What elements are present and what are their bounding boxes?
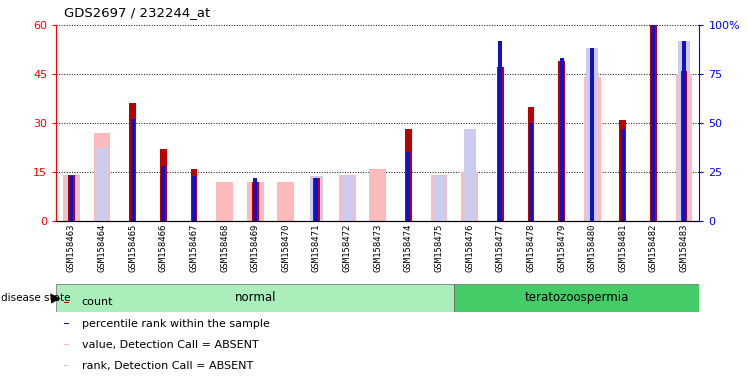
Bar (129, 103, 136, 221)
Bar (621, 129, 625, 221)
Bar (560, 58, 563, 221)
Bar (192, 176, 196, 221)
Text: teratozoospermia: teratozoospermia (524, 291, 629, 305)
Bar (247, 182, 263, 221)
Text: normal: normal (234, 291, 276, 305)
Bar (252, 182, 259, 221)
Bar (590, 48, 594, 221)
Text: GSM158465: GSM158465 (128, 224, 137, 272)
Bar (96, 148, 108, 221)
Bar (278, 182, 294, 221)
Text: GSM158463: GSM158463 (67, 224, 76, 272)
Bar (682, 41, 686, 221)
Text: GSM158480: GSM158480 (588, 224, 597, 272)
Text: percentile rank within the sample: percentile rank within the sample (82, 319, 269, 329)
Bar (70, 176, 73, 221)
Text: count: count (82, 298, 113, 308)
Bar (56, 284, 454, 312)
Bar (310, 176, 322, 221)
Text: GSM158467: GSM158467 (189, 224, 198, 272)
Text: GSM158473: GSM158473 (373, 224, 382, 272)
Bar (64, 302, 69, 303)
Text: disease state: disease state (1, 293, 70, 303)
Bar (675, 74, 693, 221)
Bar (406, 152, 411, 221)
Text: GSM158466: GSM158466 (159, 224, 168, 272)
Bar (216, 182, 233, 221)
Text: GSM158471: GSM158471 (312, 224, 321, 272)
Text: GSM158472: GSM158472 (343, 224, 352, 272)
Text: GSM158479: GSM158479 (557, 224, 566, 272)
Text: GSM158474: GSM158474 (404, 224, 413, 272)
Bar (498, 41, 502, 221)
Bar (65, 176, 78, 221)
Text: GSM158481: GSM158481 (619, 224, 628, 272)
Bar (497, 68, 503, 221)
Bar (313, 179, 320, 221)
Bar (619, 120, 626, 221)
Text: GSM158464: GSM158464 (97, 224, 106, 272)
Bar (63, 175, 80, 221)
Bar (464, 129, 476, 221)
Bar (462, 172, 478, 221)
Text: GSM158468: GSM158468 (220, 224, 229, 272)
Text: value, Detection Call = ABSENT: value, Detection Call = ABSENT (82, 340, 258, 350)
Bar (162, 166, 165, 221)
Text: GSM158482: GSM158482 (649, 224, 658, 272)
Bar (314, 178, 319, 221)
Text: rank, Detection Call = ABSENT: rank, Detection Call = ABSENT (82, 361, 253, 371)
Bar (431, 175, 447, 221)
Bar (64, 365, 69, 366)
Bar (678, 41, 690, 221)
Text: ▶: ▶ (51, 291, 61, 305)
Bar (433, 176, 445, 221)
Bar (191, 169, 197, 221)
Text: GSM158470: GSM158470 (281, 224, 290, 272)
Bar (341, 176, 353, 221)
Bar (254, 178, 257, 221)
Text: GSM158477: GSM158477 (496, 224, 505, 272)
Bar (64, 344, 69, 345)
Text: GSM158469: GSM158469 (251, 224, 260, 272)
Text: GSM158483: GSM158483 (680, 224, 689, 272)
Bar (681, 71, 687, 221)
Text: GSM158478: GSM158478 (527, 224, 536, 272)
Bar (339, 175, 355, 221)
Text: GSM158476: GSM158476 (465, 224, 474, 272)
Text: GSM158475: GSM158475 (435, 224, 444, 272)
Bar (527, 107, 534, 221)
Bar (583, 77, 601, 221)
Bar (94, 133, 111, 221)
Bar (652, 25, 655, 221)
Text: GDS2697 / 232244_at: GDS2697 / 232244_at (64, 6, 210, 19)
Bar (650, 25, 657, 221)
Bar (370, 169, 386, 221)
Bar (64, 323, 69, 324)
Bar (558, 61, 565, 221)
Bar (405, 129, 411, 221)
Bar (529, 123, 533, 221)
Bar (160, 149, 167, 221)
Bar (454, 284, 699, 312)
Bar (586, 48, 598, 221)
Bar (131, 119, 135, 221)
Bar (68, 175, 75, 221)
